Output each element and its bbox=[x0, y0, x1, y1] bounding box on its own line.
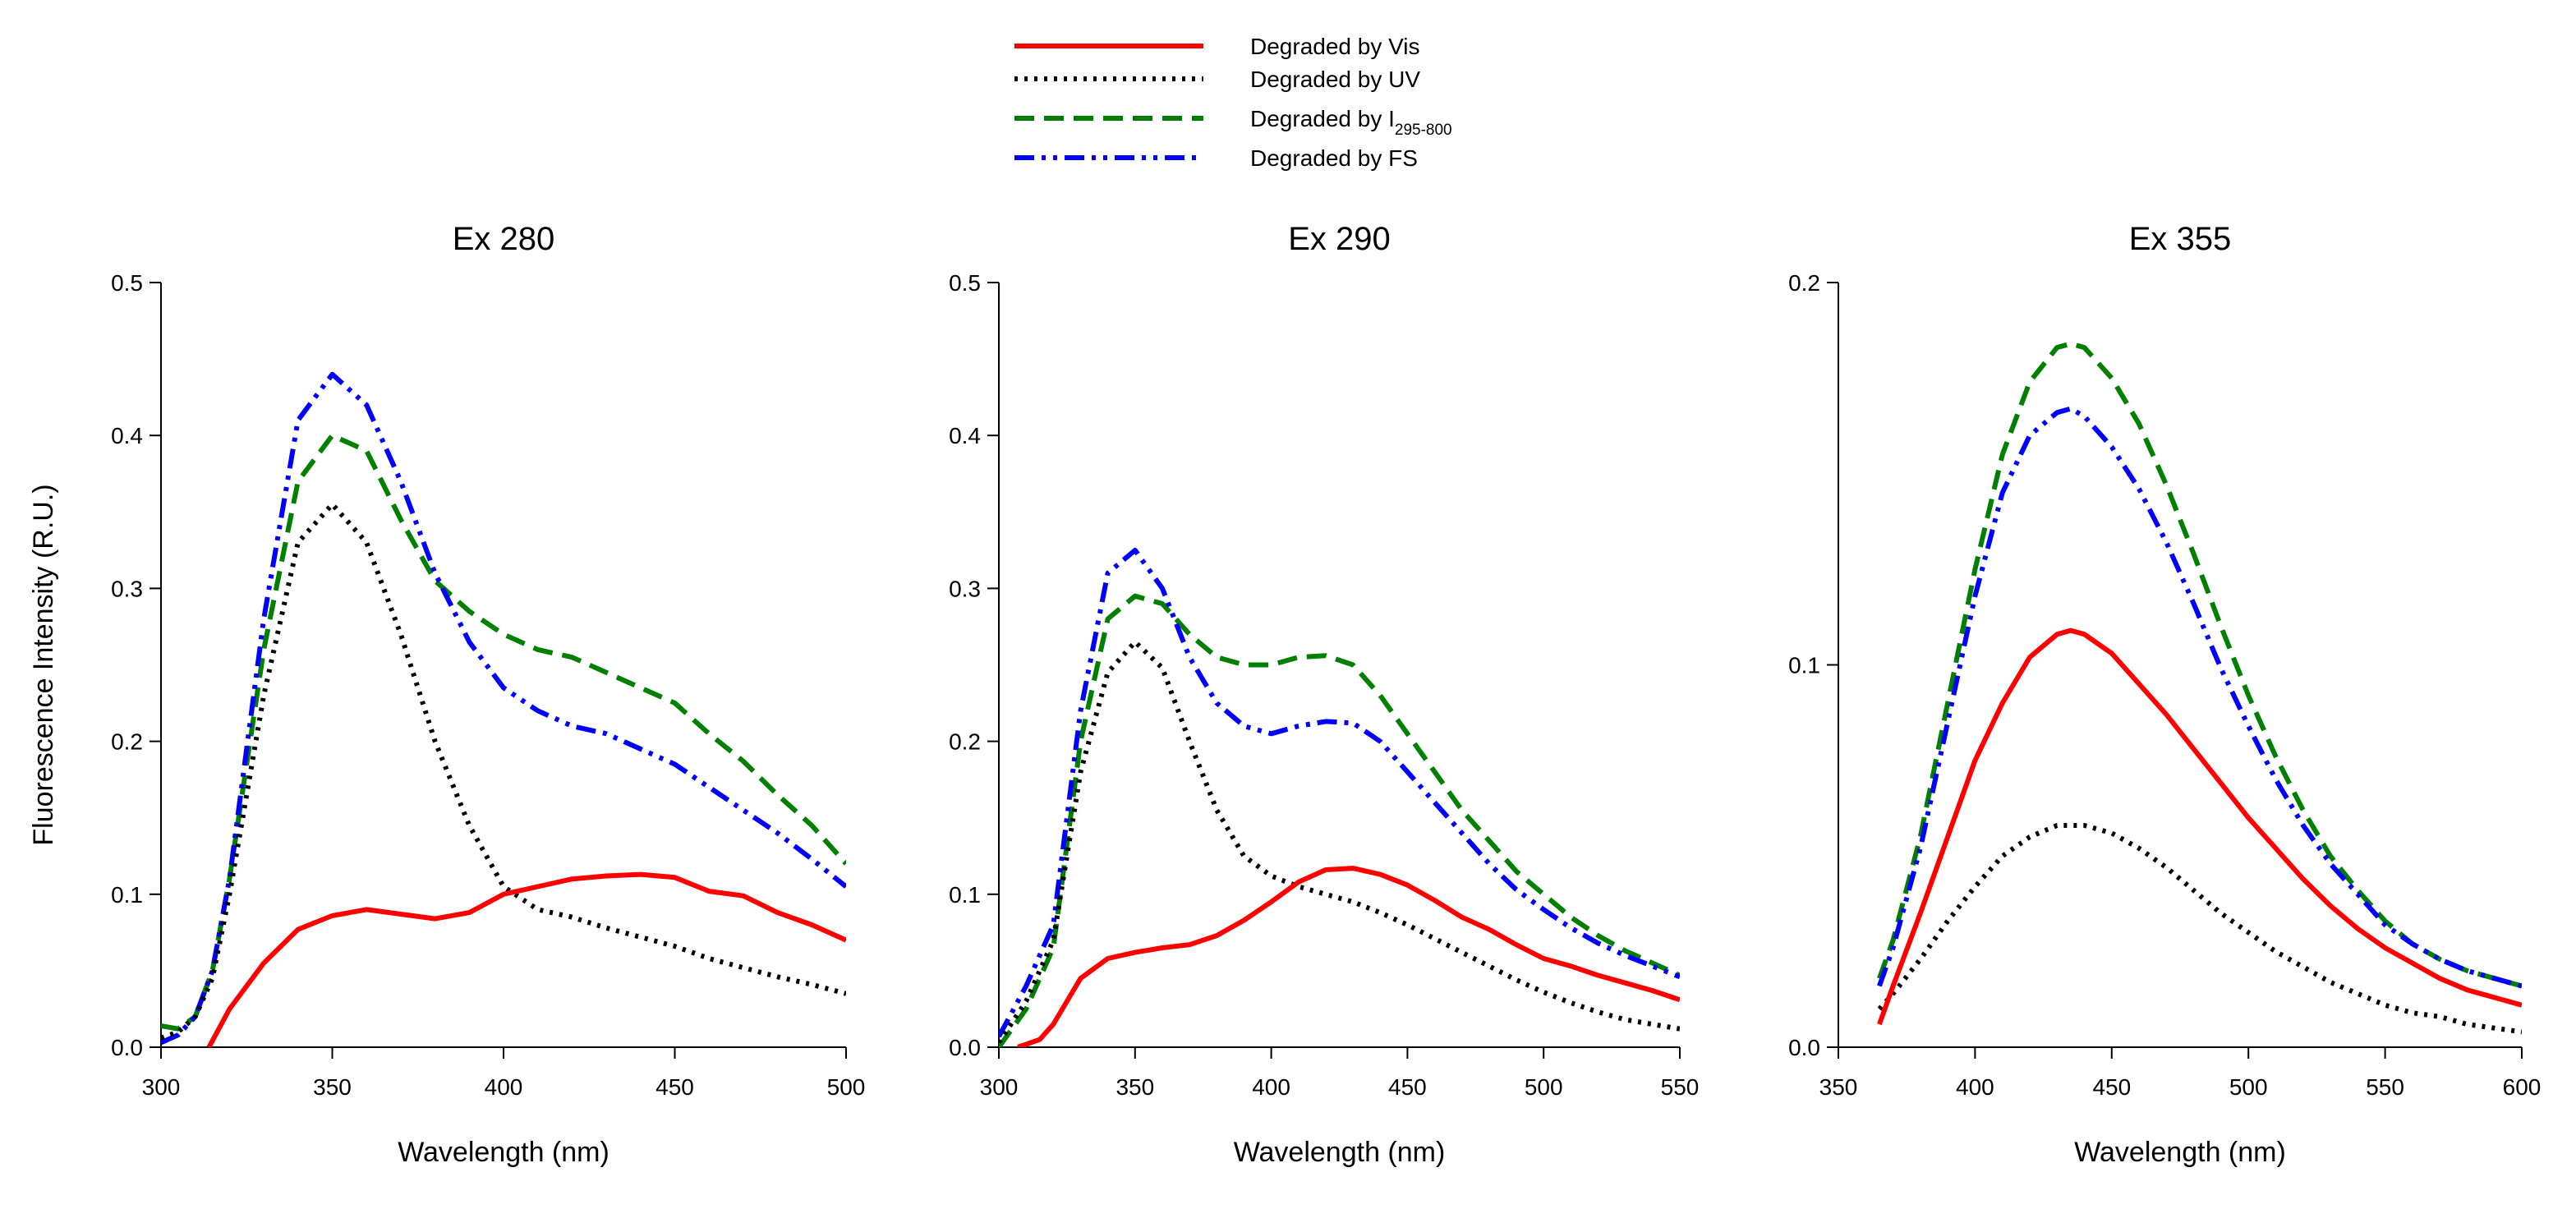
series-line-uv bbox=[999, 639, 1680, 1045]
x-tick-label: 500 bbox=[827, 1074, 866, 1100]
series-line-fs bbox=[161, 371, 846, 1046]
x-axis-label: Wavelength (nm) bbox=[1234, 1137, 1446, 1168]
series-line-vis bbox=[1877, 627, 2522, 1026]
x-tick-label: 450 bbox=[656, 1074, 694, 1100]
panel-2: 300 350 400 450 500 550 0.0 0.1 0.2 0.3 0.4 0.5 Ex 2… bbox=[949, 221, 1699, 1168]
legend: Degraded by Vis Degraded by UV Degraded … bbox=[1014, 34, 1452, 171]
y-tick-label: 0.0 bbox=[111, 1035, 143, 1060]
y-tick-label: 0.1 bbox=[949, 882, 981, 908]
x-tick-label: 400 bbox=[1252, 1074, 1290, 1100]
y-tick-label: 0.4 bbox=[111, 423, 143, 448]
x-axis-label: Wavelength (nm) bbox=[398, 1137, 610, 1168]
y-tick-label: 0.5 bbox=[111, 270, 143, 296]
x-tick-label: 400 bbox=[1956, 1074, 1994, 1100]
y-tick-label: 0.2 bbox=[949, 729, 981, 755]
y-tick-label: 0.3 bbox=[111, 576, 143, 601]
y-tick-label: 0.1 bbox=[1788, 653, 1820, 678]
panel-title: Ex 355 bbox=[2129, 221, 2232, 257]
x-axis-label: Wavelength (nm) bbox=[2074, 1137, 2286, 1168]
y-tick-label: 0.0 bbox=[1788, 1035, 1820, 1060]
x-tick-label: 550 bbox=[1661, 1074, 1700, 1100]
series-line-i bbox=[1877, 341, 2522, 989]
y-tick-label: 0.5 bbox=[949, 270, 981, 296]
x-tick-label: 400 bbox=[485, 1074, 523, 1100]
x-tick-label: 300 bbox=[142, 1074, 181, 1100]
legend-entry-i: Degraded by I295-800 bbox=[1014, 106, 1452, 139]
panels: 300 350 400 450 500 0.0 0.1 0.2 0.3 0.4 0.5 Ex 280 W… bbox=[28, 221, 2541, 1168]
series-line-vis bbox=[206, 871, 846, 1047]
x-tick-label: 450 bbox=[2092, 1074, 2131, 1100]
series-line-i bbox=[999, 593, 1680, 1047]
y-tick-label: 0.1 bbox=[111, 882, 143, 908]
x-tick-label: 350 bbox=[1819, 1074, 1858, 1100]
y-axis-label: Fluorescence Intensity (R.U.) bbox=[28, 484, 59, 845]
panel-title: Ex 280 bbox=[453, 221, 555, 257]
legend-entry-vis: Degraded by Vis bbox=[1014, 34, 1420, 59]
legend-entry-fs: Degraded by FS bbox=[1014, 145, 1418, 171]
x-tick-label: 500 bbox=[1525, 1074, 1563, 1100]
legend-label-uv: Degraded by UV bbox=[1250, 67, 1420, 92]
series-line-uv bbox=[161, 502, 846, 1041]
x-tick-label: 500 bbox=[2229, 1074, 2268, 1100]
x-tick-label: 350 bbox=[1116, 1074, 1154, 1100]
panel-title: Ex 290 bbox=[1288, 221, 1391, 257]
x-tick-label: 600 bbox=[2503, 1074, 2542, 1100]
legend-label-fs: Degraded by FS bbox=[1250, 145, 1418, 171]
x-tick-label: 350 bbox=[313, 1074, 352, 1100]
y-tick-label: 0.2 bbox=[111, 729, 143, 755]
y-tick-label: 0.0 bbox=[949, 1035, 981, 1060]
panel-3: 350 400 450 500 550 600 0.0 0.1 0.2 Ex 355 Wavelen… bbox=[1788, 221, 2541, 1168]
legend-label-i: Degraded by I295-800 bbox=[1250, 106, 1452, 139]
legend-label-i-subscript: 295-800 bbox=[1395, 122, 1452, 139]
y-tick-label: 0.3 bbox=[949, 576, 981, 601]
legend-label-vis: Degraded by Vis bbox=[1250, 34, 1420, 59]
series-line-i bbox=[161, 433, 846, 1032]
series-line-uv bbox=[1877, 823, 2522, 1035]
y-tick-label: 0.4 bbox=[949, 423, 981, 448]
y-tick-label: 0.2 bbox=[1788, 270, 1820, 296]
x-tick-label: 300 bbox=[980, 1074, 1019, 1100]
legend-entry-uv: Degraded by UV bbox=[1014, 67, 1420, 92]
x-tick-label: 550 bbox=[2366, 1074, 2404, 1100]
series-line-fs bbox=[999, 547, 1680, 1038]
x-tick-label: 450 bbox=[1388, 1074, 1427, 1100]
series-line-fs bbox=[1877, 406, 2522, 989]
panel-1: 300 350 400 450 500 0.0 0.1 0.2 0.3 0.4 0.5 Ex 280 W… bbox=[28, 221, 865, 1168]
series-line-vis bbox=[1017, 866, 1680, 1047]
